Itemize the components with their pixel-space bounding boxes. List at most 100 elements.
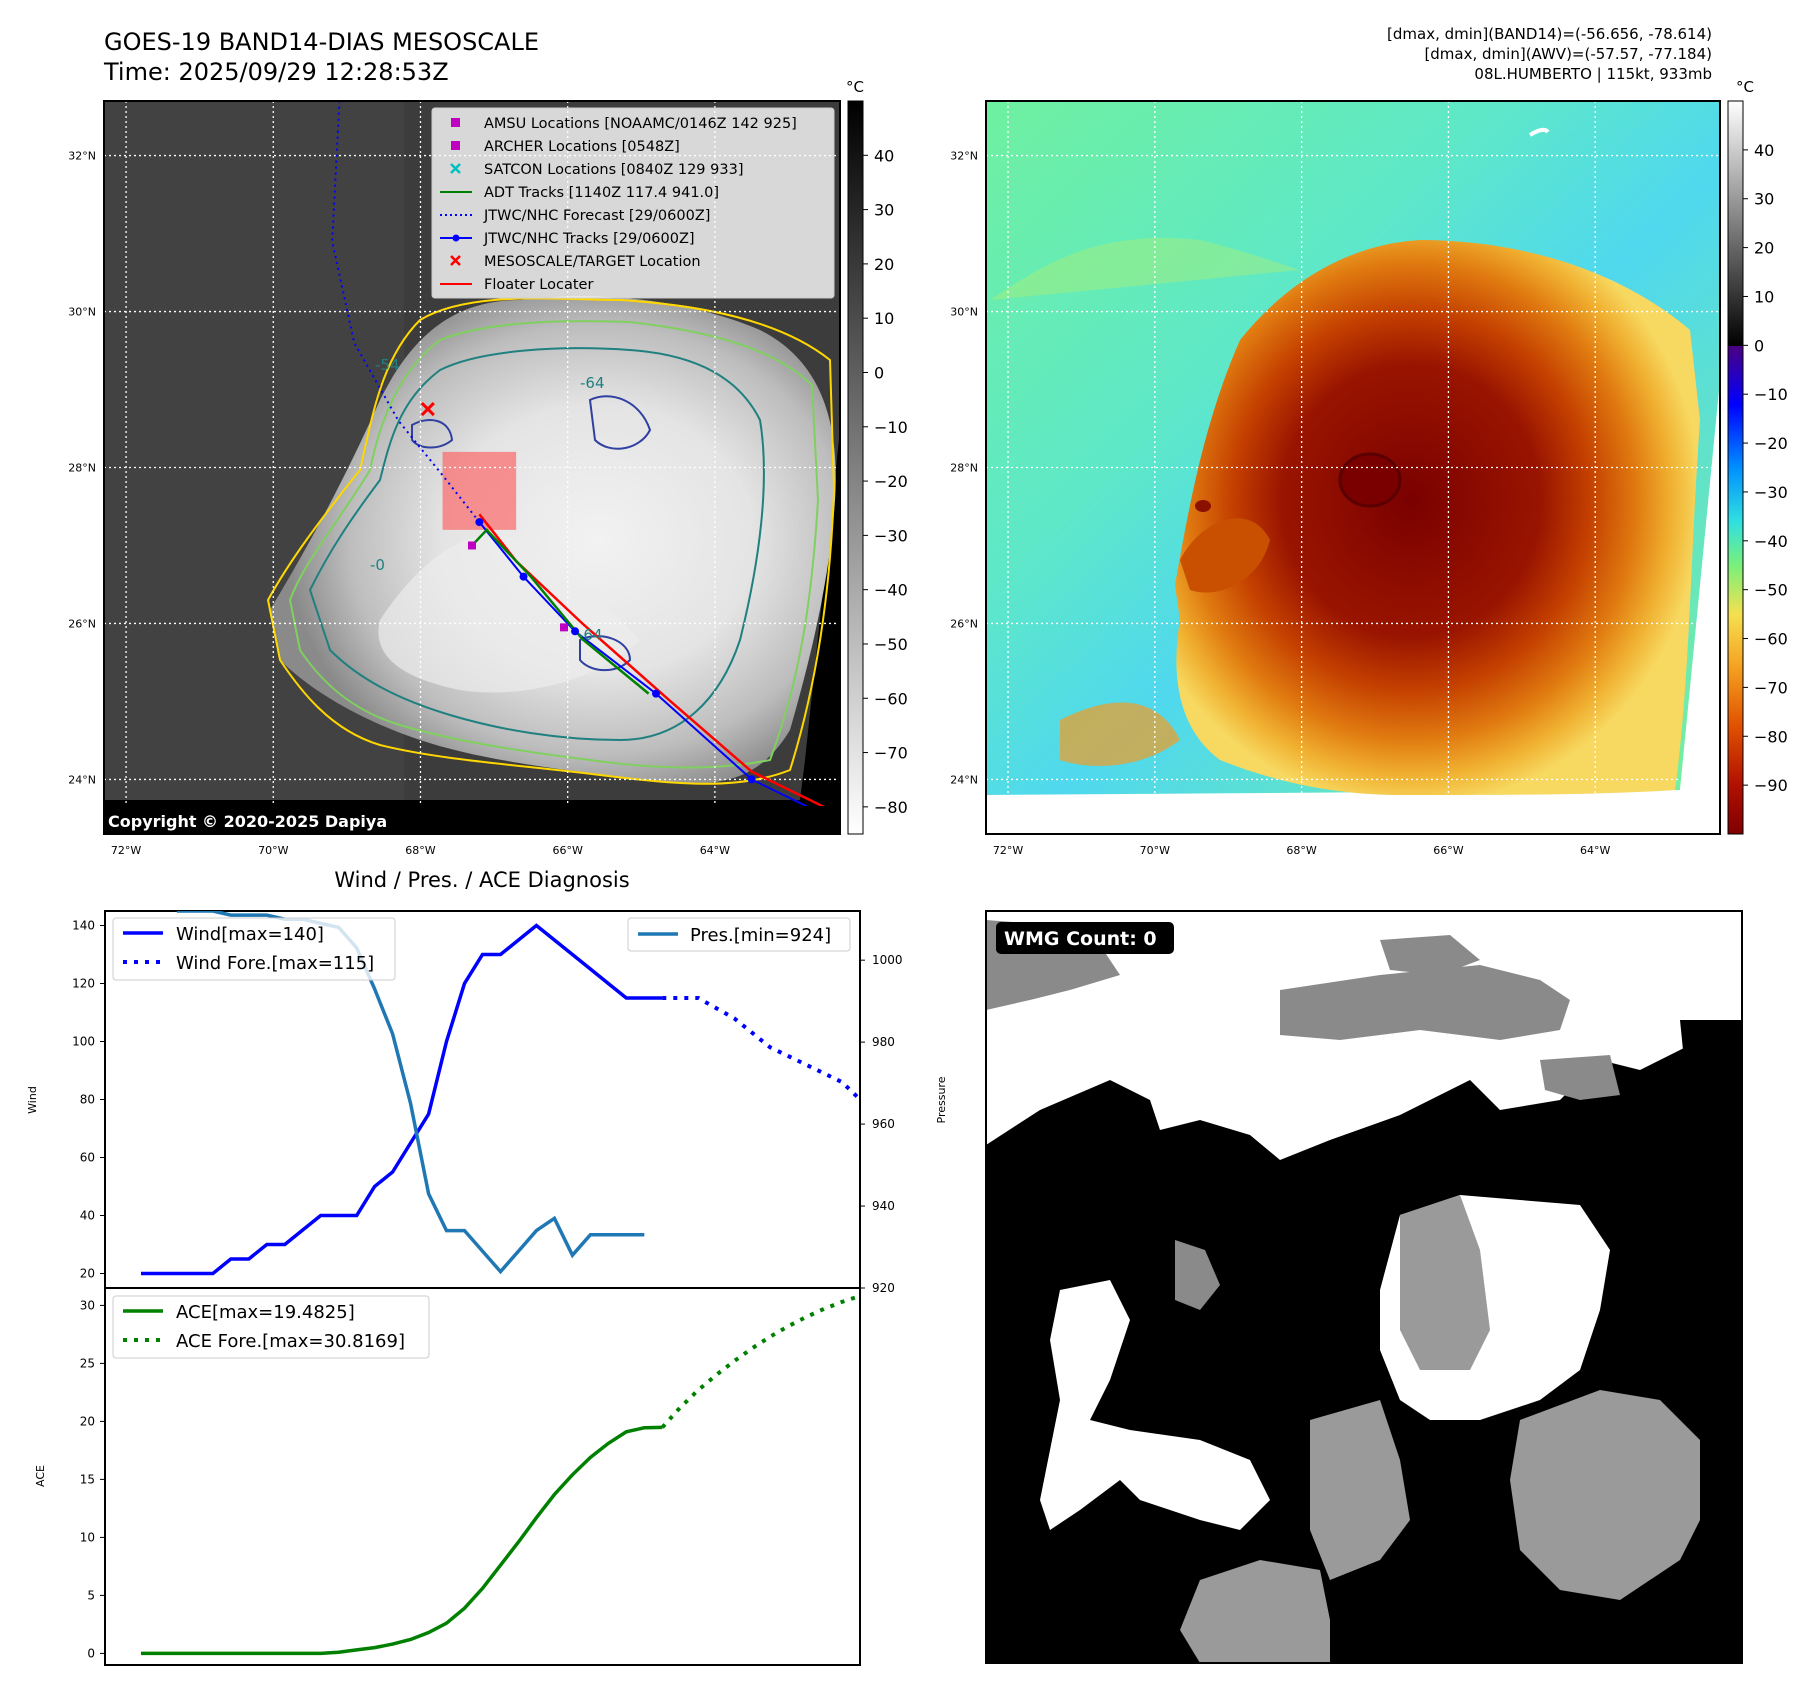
jtwc-track-point <box>519 572 528 581</box>
wind-legend: Wind[max=140] Wind Fore.[max=115] <box>112 917 396 981</box>
jtwc-track-point <box>571 627 580 636</box>
left-map-lon-labels: 72°W 70°W 68°W 66°W 64°W <box>111 844 730 857</box>
wind-forecast-legend-label: Wind Fore.[max=115] <box>176 953 374 974</box>
jtwc-track-dots <box>475 518 756 784</box>
colorbar-tick-label: 10 <box>874 309 894 328</box>
lon-label: 72°W <box>111 844 141 857</box>
contour-cold-core-3 <box>411 419 454 449</box>
legend-marker-square <box>451 141 460 150</box>
pressure-axis-ticks: 1000 980 960 940 920 <box>860 953 903 1295</box>
legend-label: SATCON Locations [0840Z 129 933] <box>484 162 743 178</box>
wmg-gray-blob-center <box>1310 1400 1410 1580</box>
colorbar-tick-label: −20 <box>874 472 908 491</box>
wind-legend-label: Wind[max=140] <box>176 924 324 945</box>
lat-label: 28°N <box>68 462 96 475</box>
jtwc-track-point <box>475 518 484 527</box>
colorbar-tick-label: 40 <box>1754 141 1774 160</box>
wmg-gray-right-patch <box>1540 1055 1620 1100</box>
pressure-legend-label: Pres.[min=924] <box>690 925 831 946</box>
amsu-location-marker <box>560 623 568 632</box>
axis-tick-label: 100 <box>72 1035 95 1049</box>
axis-tick-label: 920 <box>872 1281 895 1295</box>
colorbar-tick-label: −20 <box>1754 434 1788 453</box>
wind-series-line <box>141 923 663 1276</box>
lat-label: 32°N <box>950 150 978 163</box>
colorbar-tick-label: 0 <box>1754 336 1764 355</box>
pressure-series-line <box>176 911 645 1275</box>
colorbar-tick-label: −40 <box>1754 532 1788 551</box>
right-colorbar-cold <box>1728 346 1743 834</box>
colorbar-tick-label: −60 <box>874 689 908 708</box>
storm-outflow-band <box>1180 518 1270 593</box>
lon-label: 66°W <box>552 844 582 857</box>
lon-label: 64°W <box>1580 844 1610 857</box>
legend-label: ARCHER Locations [0548Z] <box>484 139 680 155</box>
wmg-panel: WMG Count: 0 <box>986 911 1742 1663</box>
axis-tick-label: 140 <box>72 919 95 933</box>
axis-tick-label: 40 <box>80 1209 95 1223</box>
colorbar-tick-label: 30 <box>1754 190 1774 209</box>
diagnosis-title: Wind / Pres. / ACE Diagnosis <box>334 868 629 892</box>
pressure-axis-label: Pressure <box>935 1076 948 1123</box>
axis-tick-label: 940 <box>872 1199 895 1213</box>
outer-rainband <box>1060 702 1180 766</box>
ace-legend: ACE[max=19.4825] ACE Fore.[max=30.8169] <box>112 1295 430 1359</box>
storm-cold-cloud-tops <box>1175 240 1700 795</box>
colorbar-tick-label: −90 <box>1754 776 1788 795</box>
lat-label: 30°N <box>950 306 978 319</box>
wind-axis-label: Wind <box>26 1086 39 1114</box>
wmg-count-badge <box>996 922 1174 954</box>
figure-timestamp: Time: 2025/09/29 12:28:53Z <box>103 58 449 86</box>
ace-forecast-legend-label: ACE Fore.[max=30.8169] <box>176 1331 405 1352</box>
axis-tick-label: 10 <box>80 1530 95 1544</box>
legend-entry: SATCON Locations [0840Z 129 933] <box>450 162 743 178</box>
copyright-bar <box>104 806 840 834</box>
legend-marker-x <box>450 163 461 174</box>
colorbar-tick-label: −40 <box>874 581 908 600</box>
wmg-white-blob-left <box>1040 1280 1270 1530</box>
isolated-convective-cell <box>1195 500 1211 512</box>
axis-tick-label: 25 <box>80 1356 95 1370</box>
map-grid <box>104 101 840 834</box>
legend-label: Floater Locater <box>484 277 593 293</box>
legend-label: MESOSCALE/TARGET Location <box>484 254 701 270</box>
lat-label: 26°N <box>68 617 96 630</box>
axis-tick-label: 960 <box>872 1117 895 1131</box>
left-colorbar <box>847 100 864 835</box>
info-dmax-awv: [dmax, dmin](AWV)=(-57.57, -77.184) <box>1424 45 1712 63</box>
wind-axis-ticks: 140 120 100 80 60 40 20 <box>72 919 105 1281</box>
colorbar-tick-label: −10 <box>1754 385 1788 404</box>
archer-location-marker <box>468 541 476 550</box>
eye <box>1338 452 1402 508</box>
legend-box <box>431 107 835 299</box>
ace-axis-ticks: 30 25 20 15 10 5 0 <box>80 1298 105 1660</box>
colorbar-tick-label: −80 <box>1754 727 1788 746</box>
target-x-stroke <box>420 401 435 417</box>
colorbar-tick-label: 30 <box>874 201 894 220</box>
lon-label: 66°W <box>1433 844 1463 857</box>
lon-label: 68°W <box>405 844 435 857</box>
contour-label-2: -64 <box>580 374 605 392</box>
lat-label: 32°N <box>68 150 96 163</box>
axis-tick-label: 80 <box>80 1093 95 1107</box>
jtwc-track-point <box>652 689 660 698</box>
jtwc-track-line <box>478 521 840 824</box>
wmg-gray-small-patch <box>1175 1240 1220 1310</box>
lon-label: 70°W <box>258 844 288 857</box>
contour-cold-core-1 <box>588 395 652 450</box>
wmg-gray-blob-right <box>1510 1390 1700 1600</box>
wind-forecast-series-line <box>662 996 860 1101</box>
wmg-gray-blob-bottom <box>1180 1560 1330 1663</box>
colorbar-tick-label: 20 <box>1754 239 1774 258</box>
lat-label: 28°N <box>950 462 978 475</box>
colorbar-tick-label: 40 <box>874 146 894 165</box>
wmg-frame <box>985 910 1743 1664</box>
contour-cold-core-2 <box>579 635 632 672</box>
axis-tick-label: 20 <box>80 1414 95 1428</box>
wmg-black-corner <box>1680 1020 1742 1140</box>
left-colorbar-unit: °C <box>846 78 864 96</box>
right-colorbar-ticks: 40 30 20 10 0 −10 −20 −30 −40 −50 −60 −70 −80 −90 <box>1743 141 1788 795</box>
lon-label: 70°W <box>1140 844 1170 857</box>
contour-label-4: -0 <box>370 556 385 574</box>
